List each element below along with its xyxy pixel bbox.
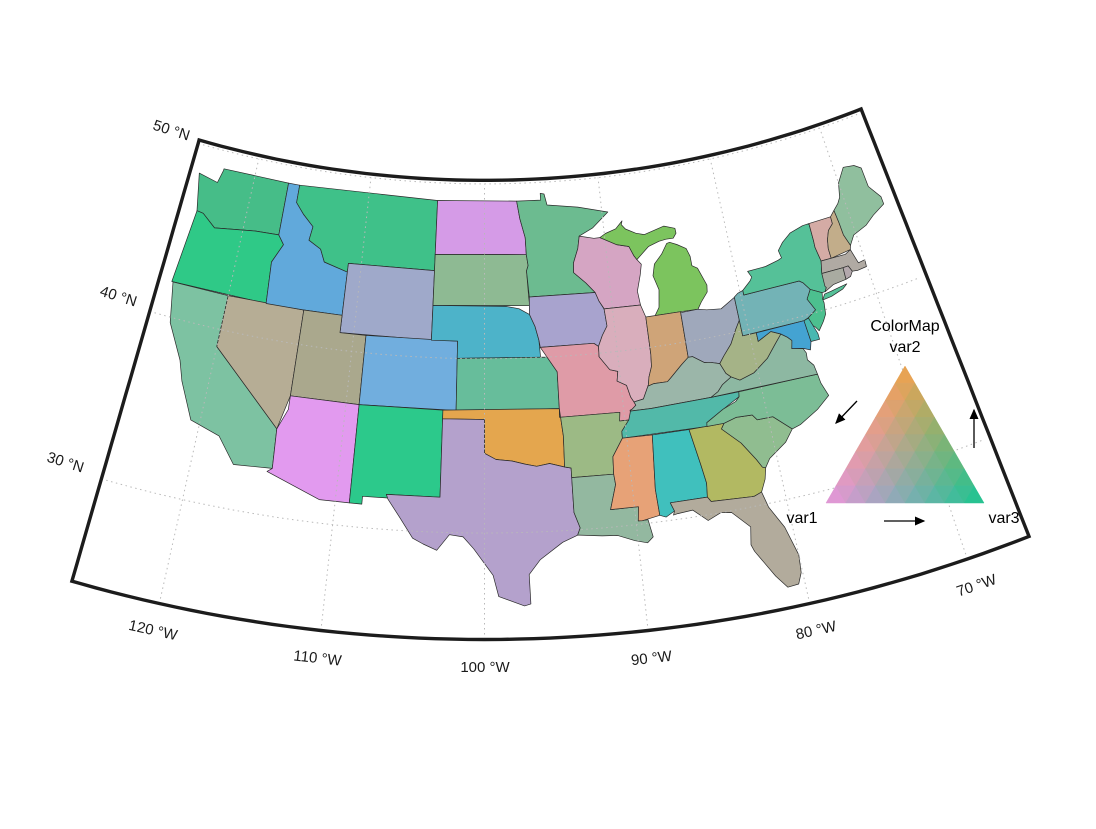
graticule-layer xyxy=(101,113,984,640)
state-mi xyxy=(599,220,708,317)
lat-label-50: 50 °N xyxy=(151,117,192,145)
map-frame xyxy=(69,106,1032,642)
state-co xyxy=(358,335,458,411)
state-nd xyxy=(434,200,527,256)
state-de xyxy=(803,317,820,342)
graticule-parallel-40 xyxy=(149,277,921,360)
state-fl xyxy=(669,491,802,588)
lat-label-40: 40 °N xyxy=(98,283,139,311)
legend-arrows xyxy=(835,400,979,526)
lon-label-70: 70 °W xyxy=(954,571,999,601)
lon-label-90: 90 °W xyxy=(630,648,673,669)
legend-patch xyxy=(894,365,916,384)
state-ri xyxy=(842,265,853,280)
legend-title: ColorMap xyxy=(870,318,940,335)
states-layer xyxy=(169,165,885,607)
state-wy xyxy=(339,263,435,341)
graticule-parallel-50 xyxy=(198,113,858,185)
lon-label-80: 80 °W xyxy=(794,618,839,644)
legend-var3-label: var3 xyxy=(988,510,1020,527)
lon-label-110: 110 °W xyxy=(293,647,344,669)
legend-triangle xyxy=(825,365,985,504)
lon-label-100: 100 °W xyxy=(460,659,510,676)
lat-label-30: 30 °N xyxy=(45,449,86,477)
state-tx xyxy=(386,418,581,607)
legend-var2-label: var2 xyxy=(889,339,921,356)
state-me xyxy=(833,165,885,246)
legend-arrow-var1 xyxy=(835,400,858,424)
state-ia xyxy=(528,292,608,348)
state-nm xyxy=(348,404,444,505)
legend-patch xyxy=(963,485,985,504)
state-nj xyxy=(806,289,826,332)
graticule-labels: 30 °N 40 °N 50 °N 120 °W 110 °W 100 °W 90 °W 80… xyxy=(45,117,1000,676)
legend-var1-label: var1 xyxy=(786,510,818,527)
lon-label-120: 120 °W xyxy=(127,617,180,645)
state-nc xyxy=(706,373,830,430)
state-sd xyxy=(432,254,531,307)
state-ks xyxy=(455,356,560,411)
